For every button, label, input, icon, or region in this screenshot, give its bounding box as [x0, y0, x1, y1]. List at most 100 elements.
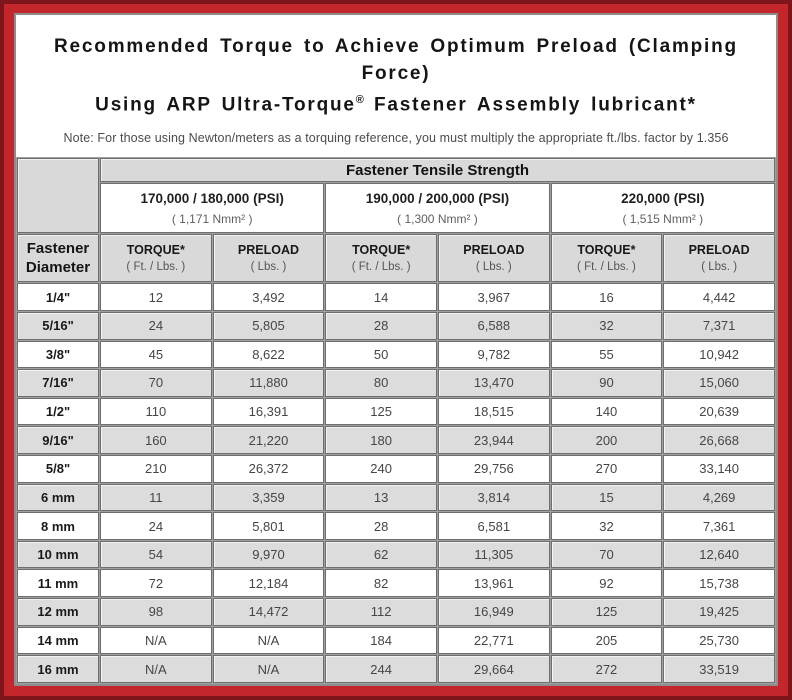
preload-value-cell: 7,361	[663, 512, 775, 540]
psi-header-row: 170,000 / 180,000 (PSI) ( 1,171 Nmm² ) 1…	[17, 183, 775, 234]
torque-value-cell: 11	[100, 483, 212, 512]
preload-value-cell: 9,970	[212, 540, 325, 569]
diameter-cell: 3/8"	[17, 340, 99, 369]
torque-value-cell: 72	[100, 569, 212, 598]
torque-value-cell: 28	[325, 311, 437, 340]
torque-value-cell: 140	[550, 397, 663, 426]
preload-value-cell: 13,470	[437, 369, 550, 397]
psi-group-1: 170,000 / 180,000 (PSI) ( 1,171 Nmm² )	[100, 183, 325, 234]
preload-value-cell: 18,515	[437, 397, 550, 426]
torque-value-cell: 92	[550, 569, 663, 598]
torque-value-cell: 90	[550, 369, 663, 397]
diameter-cell: 16 mm	[17, 655, 99, 683]
torque-value-cell: 82	[325, 569, 437, 598]
preload-value-cell: 8,622	[212, 340, 325, 369]
preload-value-cell: 13,961	[437, 569, 550, 598]
preload-value-cell: N/A	[212, 655, 325, 683]
preload-value-cell: 16,949	[437, 598, 550, 626]
preload-value-cell: 3,814	[437, 483, 550, 512]
preload-value-cell: 3,359	[212, 483, 325, 512]
torque-value-cell: 12	[100, 283, 212, 311]
preload-value-cell: 14,472	[212, 598, 325, 626]
preload-value-cell: 9,782	[437, 340, 550, 369]
preload-value-cell: 15,738	[663, 569, 775, 598]
nmm-value: ( 1,171 Nmm² )	[171, 211, 253, 226]
torque-value-cell: 70	[100, 369, 212, 397]
table-body: 1/4" 12 3,492 14 3,967 16 4,442 5/16" 24 5,805…	[17, 283, 775, 683]
table-row: 11 mm 72 12,184 82 13,961 92 15,738	[17, 569, 775, 598]
nmm-value: ( 1,300 Nmm² )	[397, 211, 478, 226]
preload-value-cell: 29,756	[437, 454, 550, 483]
psi-value: 190,000 / 200,000 (PSI)	[365, 190, 510, 206]
torque-value-cell: 14	[325, 283, 437, 311]
preload-value-cell: 12,184	[212, 569, 325, 598]
torque-value-cell: 32	[550, 512, 663, 540]
preload-value-cell: 4,269	[663, 483, 775, 512]
document-header: Recommended Torque to Achieve Optimum Pr…	[16, 15, 776, 145]
page-title: Recommended Torque to Achieve Optimum Pr…	[24, 33, 768, 118]
title-line-2: Using ARP Ultra-Torque® Fastener Assembl…	[95, 94, 697, 116]
psi-value: 170,000 / 180,000 (PSI)	[140, 190, 284, 206]
table-row: 16 mm N/A N/A 244 29,664 272 33,519	[17, 655, 775, 683]
torque-value-cell: 62	[325, 540, 437, 569]
torque-value-cell: 70	[550, 540, 663, 569]
table-row: 5/8" 210 26,372 240 29,756 270 33,140	[17, 454, 775, 483]
table-row: 9/16" 160 21,220 180 23,944 200 26,668	[17, 426, 775, 454]
torque-header-1: TORQUE* ( Ft. / Lbs. )	[100, 234, 212, 283]
torque-value-cell: 32	[550, 311, 663, 340]
diameter-cell: 8 mm	[17, 512, 99, 540]
preload-value-cell: 33,140	[663, 454, 775, 483]
diameter-cell: 1/4"	[17, 283, 99, 311]
diameter-cell: 12 mm	[17, 598, 99, 626]
preload-value-cell: 29,664	[437, 655, 550, 683]
psi-group-3: 220,000 (PSI) ( 1,515 Nmm² )	[550, 183, 775, 234]
registered-trademark-symbol: ®	[355, 94, 364, 106]
preload-value-cell: 15,060	[663, 369, 775, 397]
table-row: 3/8" 45 8,622 50 9,782 55 10,942	[17, 340, 775, 369]
preload-value-cell: 12,640	[663, 540, 775, 569]
torque-value-cell: 24	[100, 512, 212, 540]
table-row: 14 mm N/A N/A 184 22,771 205 25,730	[17, 626, 775, 655]
torque-value-cell: 80	[325, 369, 437, 397]
torque-header-3: TORQUE* ( Ft. / Lbs. )	[550, 234, 663, 283]
torque-value-cell: 244	[325, 655, 437, 683]
diameter-cell: 6 mm	[17, 483, 99, 512]
preload-value-cell: 22,771	[437, 626, 550, 655]
torque-value-cell: 55	[550, 340, 663, 369]
psi-value: 220,000 (PSI)	[621, 190, 705, 206]
torque-value-cell: 98	[100, 598, 212, 626]
diameter-cell: 7/16"	[17, 369, 99, 397]
torque-value-cell: 240	[325, 454, 437, 483]
psi-group-2: 190,000 / 200,000 (PSI) ( 1,300 Nmm² )	[325, 183, 550, 234]
preload-value-cell: 25,730	[663, 626, 775, 655]
diameter-cell: 5/16"	[17, 311, 99, 340]
preload-header-1: PRELOAD ( Lbs. )	[212, 234, 325, 283]
diameter-cell: 10 mm	[17, 540, 99, 569]
table-row: 10 mm 54 9,970 62 11,305 70 12,640	[17, 540, 775, 569]
preload-value-cell: 3,967	[437, 283, 550, 311]
torque-value-cell: 54	[100, 540, 212, 569]
torque-header-2: TORQUE* ( Ft. / Lbs. )	[325, 234, 437, 283]
torque-value-cell: 270	[550, 454, 663, 483]
blank-corner-cell	[17, 158, 99, 234]
table-row: 5/16" 24 5,805 28 6,588 32 7,371	[17, 311, 775, 340]
column-header-row: Fastener Diameter TORQUE* ( Ft. / Lbs. )…	[17, 234, 775, 283]
preload-value-cell: 11,305	[437, 540, 550, 569]
torque-value-cell: 24	[100, 311, 212, 340]
diameter-cell: 5/8"	[17, 454, 99, 483]
torque-value-cell: 50	[325, 340, 437, 369]
preload-value-cell: 11,880	[212, 369, 325, 397]
torque-value-cell: 272	[550, 655, 663, 683]
torque-value-cell: 112	[325, 598, 437, 626]
preload-value-cell: 5,801	[212, 512, 325, 540]
tensile-strength-row: Fastener Tensile Strength	[17, 158, 775, 234]
torque-value-cell: N/A	[100, 655, 212, 683]
preload-value-cell: 26,668	[663, 426, 775, 454]
torque-value-cell: 16	[550, 283, 663, 311]
content-panel: Recommended Torque to Achieve Optimum Pr…	[14, 13, 778, 686]
torque-value-cell: 184	[325, 626, 437, 655]
nmm-value: ( 1,515 Nmm² )	[622, 211, 704, 226]
torque-value-cell: 160	[100, 426, 212, 454]
preload-value-cell: N/A	[212, 626, 325, 655]
